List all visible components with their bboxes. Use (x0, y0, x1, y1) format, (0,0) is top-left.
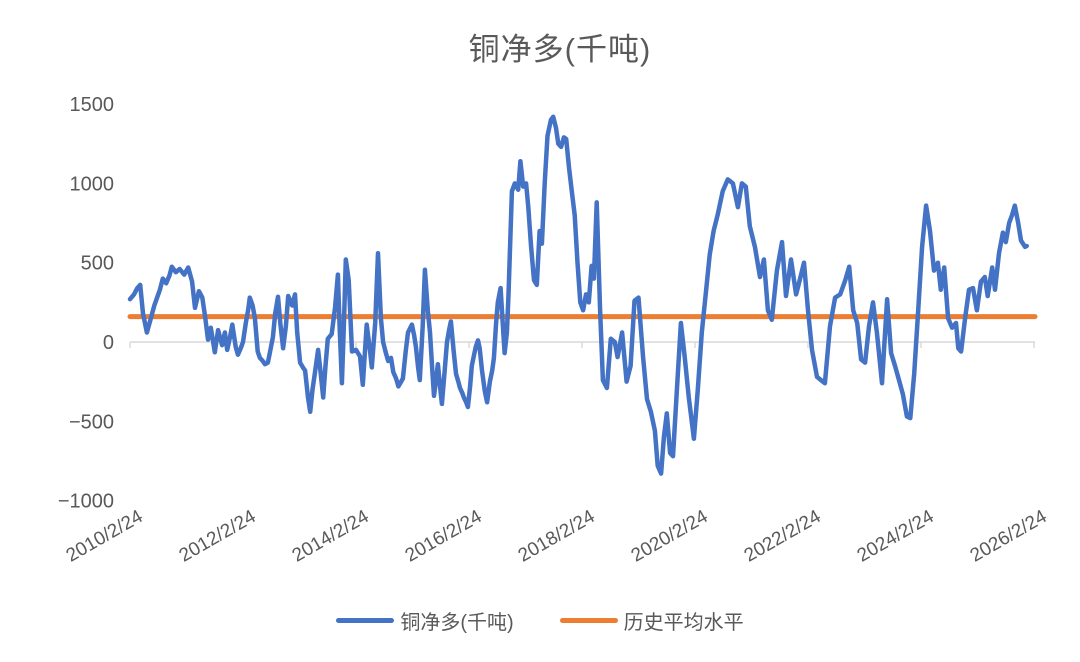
legend-line-swatch (336, 618, 395, 623)
y-axis-tick-label: −1000 (58, 491, 114, 513)
x-axis-tick-label: 2012/2/24 (176, 506, 260, 567)
legend-label: 铜净多(千吨) (400, 612, 514, 634)
x-axis-tick-label: 2010/2/24 (63, 506, 147, 567)
y-axis-tick-label: 0 (103, 332, 114, 354)
x-axis-tick-label: 2026/2/24 (967, 506, 1051, 567)
legend-item-0: 铜净多(千吨) (336, 606, 514, 635)
x-axis-tick-label: 2018/2/24 (515, 506, 599, 567)
y-axis-tick-label: 500 (81, 253, 114, 275)
x-axis-tick-label: 2020/2/24 (628, 506, 712, 567)
y-axis-tick-label: 1500 (70, 94, 115, 116)
x-axis-tick-label: 2022/2/24 (741, 506, 825, 567)
x-axis-tick-label: 2014/2/24 (289, 506, 373, 567)
y-axis-tick-label: −500 (69, 411, 114, 433)
y-axis-tick-label: 1000 (70, 173, 115, 195)
legend-label: 历史平均水平 (623, 612, 744, 634)
chart-title: 铜净多(千吨) (468, 32, 652, 67)
legend-line-swatch (559, 618, 618, 623)
copper-net-long-line (127, 114, 1029, 476)
x-axis-tick-label: 2024/2/24 (854, 506, 938, 567)
chart-legend: 铜净多(千吨) 历史平均水平 (0, 606, 1080, 635)
legend-item-1: 历史平均水平 (559, 606, 744, 635)
x-axis-tick-label: 2016/2/24 (402, 506, 486, 567)
